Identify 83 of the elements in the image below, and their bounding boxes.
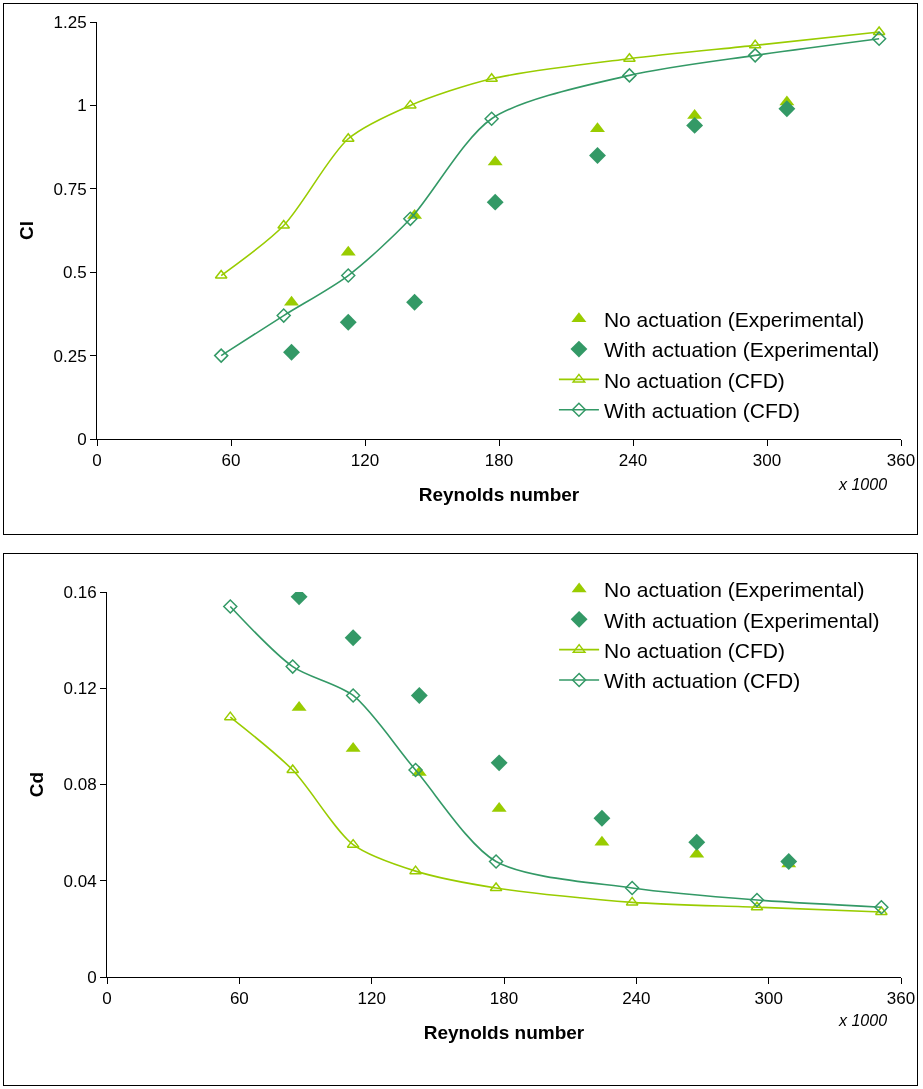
point bbox=[345, 688, 361, 703]
point bbox=[748, 39, 762, 49]
point bbox=[589, 146, 606, 164]
legend-label: No actuation (CFD) bbox=[603, 368, 785, 392]
point bbox=[625, 896, 639, 906]
x-tick-label: 180 bbox=[484, 451, 514, 471]
x-tick-label: 120 bbox=[357, 989, 386, 1009]
point bbox=[346, 838, 360, 848]
x-tick-label: 300 bbox=[754, 989, 783, 1009]
x-tick-label: 360 bbox=[886, 989, 916, 1009]
text: x 1000 bbox=[838, 1012, 888, 1029]
point bbox=[409, 865, 423, 875]
point bbox=[593, 809, 611, 827]
point bbox=[872, 26, 886, 36]
point bbox=[223, 711, 237, 721]
point bbox=[277, 219, 291, 229]
point bbox=[747, 48, 763, 63]
legend-label: No actuation (Experimental) bbox=[603, 308, 865, 331]
y-tick-label: 0 bbox=[87, 967, 97, 987]
point bbox=[686, 116, 704, 134]
point bbox=[408, 762, 423, 778]
y-tick-label: 0.75 bbox=[53, 179, 87, 199]
x-tick-label: 240 bbox=[618, 451, 648, 471]
point bbox=[622, 68, 637, 83]
x-axis-title: Reynolds number bbox=[418, 484, 580, 506]
point bbox=[750, 901, 764, 911]
point bbox=[223, 599, 238, 614]
point bbox=[341, 268, 356, 283]
point bbox=[874, 899, 889, 915]
legend-label: With actuation (CFD) bbox=[603, 398, 800, 422]
point bbox=[622, 52, 636, 62]
point bbox=[214, 269, 228, 279]
point bbox=[344, 629, 362, 647]
point bbox=[871, 31, 887, 46]
y-tick-label: 0.5 bbox=[62, 263, 87, 283]
y-tick-label: 0.12 bbox=[63, 679, 97, 699]
point bbox=[339, 313, 357, 331]
point bbox=[403, 99, 417, 109]
point bbox=[749, 892, 765, 908]
y-axis-title: Cd bbox=[26, 771, 48, 798]
point bbox=[778, 100, 796, 118]
point bbox=[213, 348, 229, 363]
legend-label: With actuation (Experimental) bbox=[604, 608, 880, 632]
y-tick-label: 0 bbox=[77, 429, 87, 449]
y-tick-label: 1.25 bbox=[53, 12, 87, 32]
y-tick-label: 1 bbox=[77, 96, 87, 116]
point bbox=[485, 72, 499, 82]
point bbox=[490, 754, 508, 772]
point bbox=[488, 854, 504, 869]
point bbox=[484, 111, 499, 126]
point bbox=[403, 211, 418, 227]
y-tick-label: 0.25 bbox=[53, 346, 87, 366]
y-tick-label: 0.04 bbox=[63, 871, 97, 891]
point bbox=[489, 882, 503, 892]
point bbox=[283, 343, 300, 361]
legend-label: With actuation (Experimental) bbox=[603, 338, 880, 362]
point bbox=[276, 308, 291, 323]
x-tick-label: 60 bbox=[221, 451, 241, 471]
x-tick-label: 60 bbox=[229, 989, 249, 1009]
x-tick-label: 240 bbox=[622, 989, 651, 1009]
point bbox=[286, 764, 300, 774]
point bbox=[410, 687, 428, 704]
y-tick-label: 0.08 bbox=[63, 775, 97, 795]
x-tick-label: 120 bbox=[350, 451, 380, 471]
x-axis-title: Reynolds number bbox=[423, 1022, 585, 1044]
point bbox=[624, 880, 640, 896]
point bbox=[285, 659, 300, 674]
x-tick-label: 180 bbox=[489, 989, 519, 1009]
point bbox=[486, 193, 504, 211]
point bbox=[341, 133, 355, 143]
point bbox=[780, 853, 798, 870]
point bbox=[874, 906, 888, 916]
point bbox=[688, 833, 706, 851]
legend-label: No actuation (Experimental) bbox=[604, 578, 865, 602]
x-tick-label: 300 bbox=[752, 451, 782, 471]
text: x 1000 bbox=[838, 476, 888, 493]
y-tick-label: 0.16 bbox=[63, 582, 97, 602]
y-axis-title: Cl bbox=[16, 221, 38, 240]
x-tick-label: 0 bbox=[102, 989, 112, 1009]
x-tick-label: 360 bbox=[886, 451, 916, 471]
legend-label: No actuation (CFD) bbox=[604, 638, 786, 662]
legend-label: With actuation (CFD) bbox=[604, 669, 801, 693]
point bbox=[406, 293, 424, 311]
